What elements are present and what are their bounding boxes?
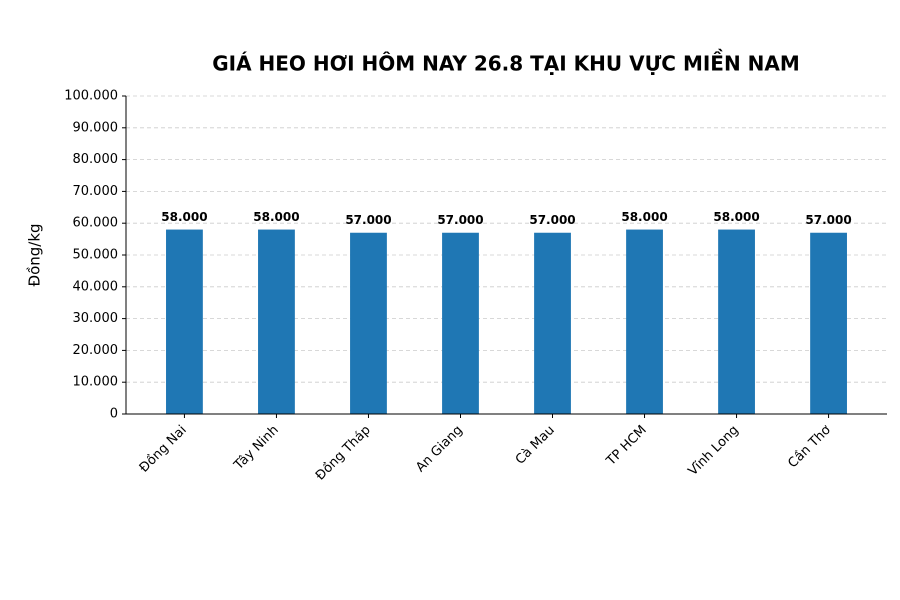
- x-tick-label: TP HCM: [603, 423, 650, 470]
- bar: [626, 229, 663, 414]
- data-label: 58.000: [161, 210, 207, 224]
- y-tick-label: 0: [110, 407, 118, 422]
- y-tick-label: 90.000: [73, 120, 119, 135]
- bar: [718, 229, 755, 414]
- x-tick-label: Cà Mau: [513, 423, 558, 468]
- y-tick-label: 30.000: [73, 311, 119, 326]
- chart-title: GIÁ HEO HƠI HÔM NAY 26.8 TẠI KHU VỰC MIỀ…: [212, 50, 800, 76]
- data-label: 57.000: [437, 213, 483, 227]
- y-tick-label: 80.000: [73, 152, 119, 167]
- x-tick-label: An Giang: [413, 423, 466, 476]
- data-label: 58.000: [713, 210, 759, 224]
- x-tick-label: Đồng Nai: [137, 423, 190, 476]
- bar: [258, 229, 295, 414]
- data-label: 57.000: [529, 213, 575, 227]
- x-tick-label: Cần Thơ: [785, 423, 834, 472]
- bar: [534, 232, 571, 414]
- data-label: 57.000: [805, 213, 851, 227]
- y-tick-label: 50.000: [73, 248, 119, 263]
- data-label: 57.000: [345, 213, 391, 227]
- y-tick-label: 10.000: [73, 375, 119, 390]
- bar: [350, 232, 387, 414]
- y-tick-label: 70.000: [73, 184, 119, 199]
- bar: [810, 232, 847, 414]
- x-tick-label: Đồng Tháp: [313, 423, 374, 484]
- bar: [442, 232, 479, 414]
- y-tick-label: 60.000: [73, 216, 119, 231]
- y-tick-label: 100.000: [64, 89, 118, 104]
- y-axis-label: Đồng/kg: [26, 223, 44, 286]
- y-tick-label: 40.000: [73, 279, 119, 294]
- y-tick-label: 20.000: [73, 343, 119, 358]
- bar: [166, 229, 203, 414]
- data-label: 58.000: [621, 210, 667, 224]
- x-tick-label: Vĩnh Long: [686, 423, 742, 479]
- x-tick-label: Tây Ninh: [231, 423, 282, 474]
- data-label: 58.000: [253, 210, 299, 224]
